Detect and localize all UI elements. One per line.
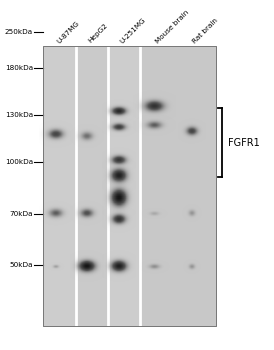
Text: FGFR1: FGFR1 [228,138,259,148]
Text: Rat brain: Rat brain [192,17,219,44]
Text: 250kDa: 250kDa [5,29,33,35]
Text: 70kDa: 70kDa [9,211,33,217]
Bar [44,46,216,326]
Text: U-251MG: U-251MG [119,16,147,44]
Bar [44,46,76,326]
Text: HepG2: HepG2 [87,22,109,44]
Text: 100kDa: 100kDa [5,159,33,165]
Bar [44,46,216,326]
Text: 50kDa: 50kDa [9,262,33,268]
Text: 180kDa: 180kDa [5,65,33,71]
Bar [140,46,216,326]
Bar [108,46,140,326]
Bar [76,46,108,326]
Text: U-87MG: U-87MG [55,20,80,44]
Text: 130kDa: 130kDa [5,112,33,118]
Text: Mouse brain: Mouse brain [155,9,190,44]
